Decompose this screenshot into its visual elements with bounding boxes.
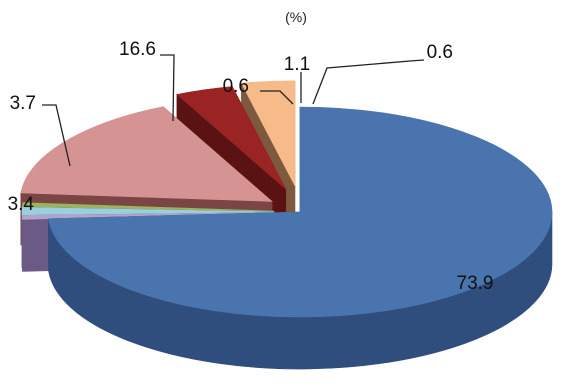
data-label: 0.6 — [223, 76, 249, 97]
data-label: 1.1 — [284, 54, 310, 75]
pie-slice-top — [21, 207, 275, 215]
pie-slice-top — [48, 106, 553, 318]
unit-label: (%) — [285, 9, 307, 25]
leader-line — [160, 54, 175, 122]
leader-lines — [42, 54, 425, 167]
leader-line — [42, 104, 71, 167]
data-label: 73.9 — [457, 273, 494, 294]
data-label: 3.7 — [10, 93, 36, 114]
leader-line — [260, 90, 294, 105]
pie-slices — [20, 80, 553, 370]
data-label: 0.6 — [427, 42, 453, 63]
data-labels: 73.9 0.6 1.1 0.6 16.6 3.7 3.4 — [8, 39, 494, 294]
pie-slice-top — [240, 80, 296, 186]
pie-slice-top — [176, 86, 286, 190]
pie-slice-top — [21, 202, 275, 212]
pie-slice — [48, 106, 553, 370]
data-label: 16.6 — [119, 39, 156, 60]
leader-line — [312, 59, 425, 105]
data-label: 3.4 — [8, 194, 35, 215]
